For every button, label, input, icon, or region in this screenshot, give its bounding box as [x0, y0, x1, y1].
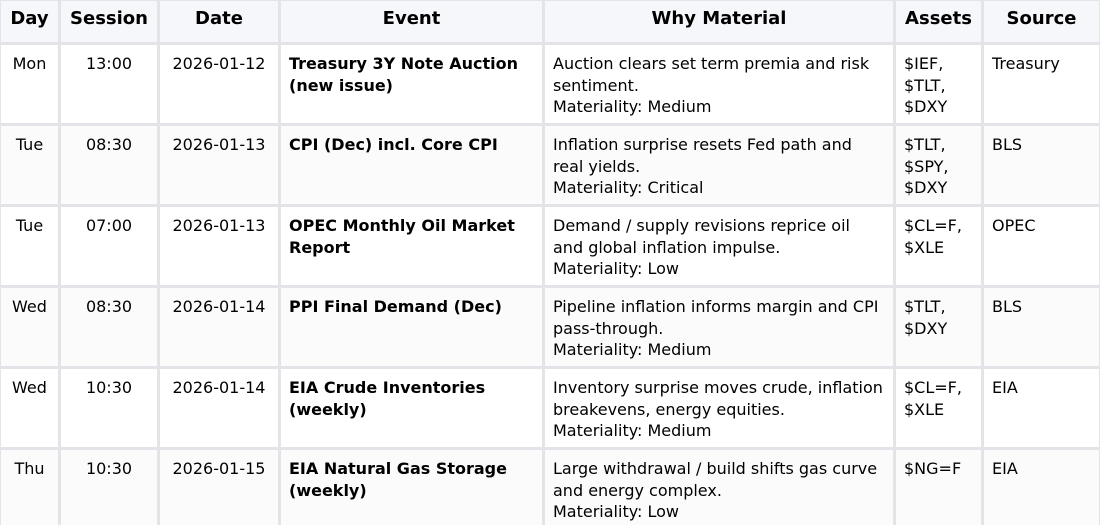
cell-event: EIA Natural Gas Storage (weekly) — [281, 450, 542, 525]
why-text: Inventory surprise moves crude, inflatio… — [553, 378, 883, 419]
asset-ticker: $IEF, — [904, 54, 944, 73]
cell-session: 13:00 — [61, 45, 157, 123]
cell-assets: $NG=F — [896, 450, 981, 525]
cell-date: 2026-01-13 — [160, 207, 278, 285]
asset-ticker: $TLT, — [904, 75, 946, 95]
header-row: Day Session Date Event Why Material Asse… — [1, 1, 1099, 42]
col-header-date: Date — [160, 1, 278, 42]
cell-event: Treasury 3Y Note Auction (new issue) — [281, 45, 542, 123]
cell-why-material: Demand / supply revisions reprice oil an… — [545, 207, 893, 285]
cell-session: 08:30 — [61, 126, 157, 204]
cell-date: 2026-01-13 — [160, 126, 278, 204]
cell-session: 08:30 — [61, 288, 157, 366]
cell-assets: $TLT, $DXY — [896, 288, 981, 366]
asset-ticker: $NG=F — [904, 459, 962, 478]
cell-event: OPEC Monthly Oil Market Report — [281, 207, 542, 285]
cell-assets: $CL=F, $XLE — [896, 207, 981, 285]
materiality-text: Materiality: Medium — [553, 97, 712, 116]
why-text: Inflation surprise resets Fed path and r… — [553, 135, 852, 176]
asset-ticker: $TLT, — [904, 297, 946, 316]
why-text: Demand / supply revisions reprice oil an… — [553, 216, 850, 257]
cell-session: 07:00 — [61, 207, 157, 285]
cell-day: Wed — [1, 369, 58, 447]
col-header-why-material: Why Material — [545, 1, 893, 42]
cell-why-material: Inventory surprise moves crude, inflatio… — [545, 369, 893, 447]
cell-date: 2026-01-14 — [160, 369, 278, 447]
asset-ticker: $DXY — [904, 178, 948, 197]
why-text: Large withdrawal / build shifts gas curv… — [553, 459, 878, 500]
col-header-assets: Assets — [896, 1, 981, 42]
asset-ticker: $DXY — [904, 97, 948, 116]
cell-source: BLS — [984, 126, 1099, 204]
asset-ticker: $DXY — [904, 318, 948, 338]
cell-day: Wed — [1, 288, 58, 366]
col-header-session: Session — [61, 1, 157, 42]
table-row: Tue 08:30 2026-01-13 CPI (Dec) incl. Core C… — [1, 126, 1099, 204]
materiality-text: Materiality: Low — [553, 502, 680, 521]
cell-day: Thu — [1, 450, 58, 525]
why-text: Pipeline inflation informs margin and CP… — [553, 297, 879, 338]
cell-why-material: Inflation surprise resets Fed path and r… — [545, 126, 893, 204]
asset-ticker: $CL=F, — [904, 216, 962, 235]
why-text: Auction clears set term premia and risk … — [553, 54, 870, 95]
col-header-day: Day — [1, 1, 58, 42]
cell-date: 2026-01-15 — [160, 450, 278, 525]
cell-session: 10:30 — [61, 450, 157, 525]
cell-session: 10:30 — [61, 369, 157, 447]
materiality-text: Materiality: Critical — [553, 178, 704, 197]
cell-event: EIA Crude Inventories (weekly) — [281, 369, 542, 447]
cell-date: 2026-01-12 — [160, 45, 278, 123]
table-row: Tue 07:00 2026-01-13 OPEC Monthly Oil Marke… — [1, 207, 1099, 285]
cell-source: EIA — [984, 369, 1099, 447]
col-header-source: Source — [984, 1, 1099, 42]
cell-source: OPEC — [984, 207, 1099, 285]
cell-event: CPI (Dec) incl. Core CPI — [281, 126, 542, 204]
cell-assets: $CL=F, $XLE — [896, 369, 981, 447]
col-header-event: Event — [281, 1, 542, 42]
cell-assets: $TLT, $SPY, $DXY — [896, 126, 981, 204]
cell-why-material: Large withdrawal / build shifts gas curv… — [545, 450, 893, 525]
asset-ticker: $SPY, — [904, 156, 949, 176]
materiality-text: Materiality: Low — [553, 259, 680, 278]
asset-ticker: $XLE — [904, 237, 945, 257]
cell-day: Mon — [1, 45, 58, 123]
cell-source: Treasury — [984, 45, 1099, 123]
asset-ticker: $CL=F, — [904, 378, 962, 397]
cell-assets: $IEF, $TLT, $DXY — [896, 45, 981, 123]
asset-ticker: $TLT, — [904, 135, 946, 154]
cell-why-material: Pipeline inflation informs margin and CP… — [545, 288, 893, 366]
table-row: Wed 08:30 2026-01-14 PPI Final Demand (Dec)… — [1, 288, 1099, 366]
table-row: Thu 10:30 2026-01-15 EIA Natural Gas Storag… — [1, 450, 1099, 525]
materiality-text: Materiality: Medium — [553, 421, 712, 440]
cell-source: BLS — [984, 288, 1099, 366]
materiality-text: Materiality: Medium — [553, 340, 712, 359]
cell-day: Tue — [1, 126, 58, 204]
cell-day: Tue — [1, 207, 58, 285]
cell-event: PPI Final Demand (Dec) — [281, 288, 542, 366]
cell-date: 2026-01-14 — [160, 288, 278, 366]
cell-source: EIA — [984, 450, 1099, 525]
asset-ticker: $XLE — [904, 399, 945, 419]
table-row: Mon 13:00 2026-01-12 Treasury 3Y Note Aucti… — [1, 45, 1099, 123]
table-row: Wed 10:30 2026-01-14 EIA Crude Inventories … — [1, 369, 1099, 447]
cell-why-material: Auction clears set term premia and risk … — [545, 45, 893, 123]
